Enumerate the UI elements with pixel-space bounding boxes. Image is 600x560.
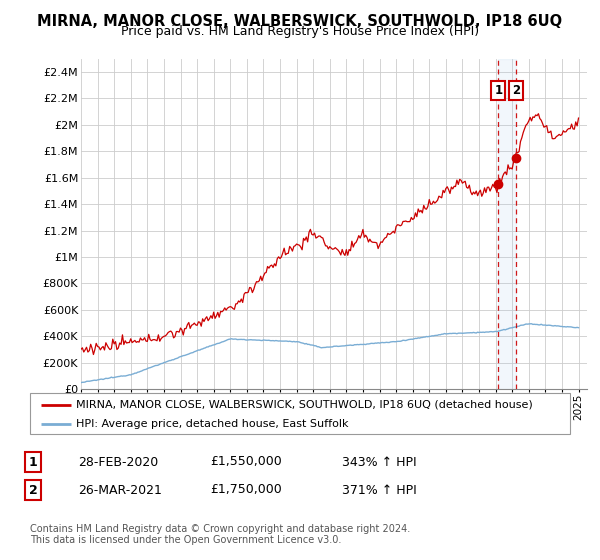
- Text: MIRNA, MANOR CLOSE, WALBERSWICK, SOUTHWOLD, IP18 6UQ (detached house): MIRNA, MANOR CLOSE, WALBERSWICK, SOUTHWO…: [76, 400, 533, 409]
- Text: 2: 2: [29, 483, 37, 497]
- Text: 1: 1: [494, 83, 502, 97]
- Text: Price paid vs. HM Land Registry's House Price Index (HPI): Price paid vs. HM Land Registry's House …: [121, 25, 479, 38]
- Text: 371% ↑ HPI: 371% ↑ HPI: [342, 483, 417, 497]
- Text: 1: 1: [29, 455, 37, 469]
- Text: Contains HM Land Registry data © Crown copyright and database right 2024.
This d: Contains HM Land Registry data © Crown c…: [30, 524, 410, 545]
- Text: HPI: Average price, detached house, East Suffolk: HPI: Average price, detached house, East…: [76, 419, 349, 429]
- FancyBboxPatch shape: [30, 393, 570, 434]
- Bar: [499, 59, 517, 389]
- Text: £1,750,000: £1,750,000: [210, 483, 282, 497]
- Text: £1,550,000: £1,550,000: [210, 455, 282, 469]
- Text: 26-MAR-2021: 26-MAR-2021: [78, 483, 162, 497]
- Text: 2: 2: [512, 83, 520, 97]
- Text: 28-FEB-2020: 28-FEB-2020: [78, 455, 158, 469]
- Text: 343% ↑ HPI: 343% ↑ HPI: [342, 455, 416, 469]
- Text: MIRNA, MANOR CLOSE, WALBERSWICK, SOUTHWOLD, IP18 6UQ: MIRNA, MANOR CLOSE, WALBERSWICK, SOUTHWO…: [37, 14, 563, 29]
